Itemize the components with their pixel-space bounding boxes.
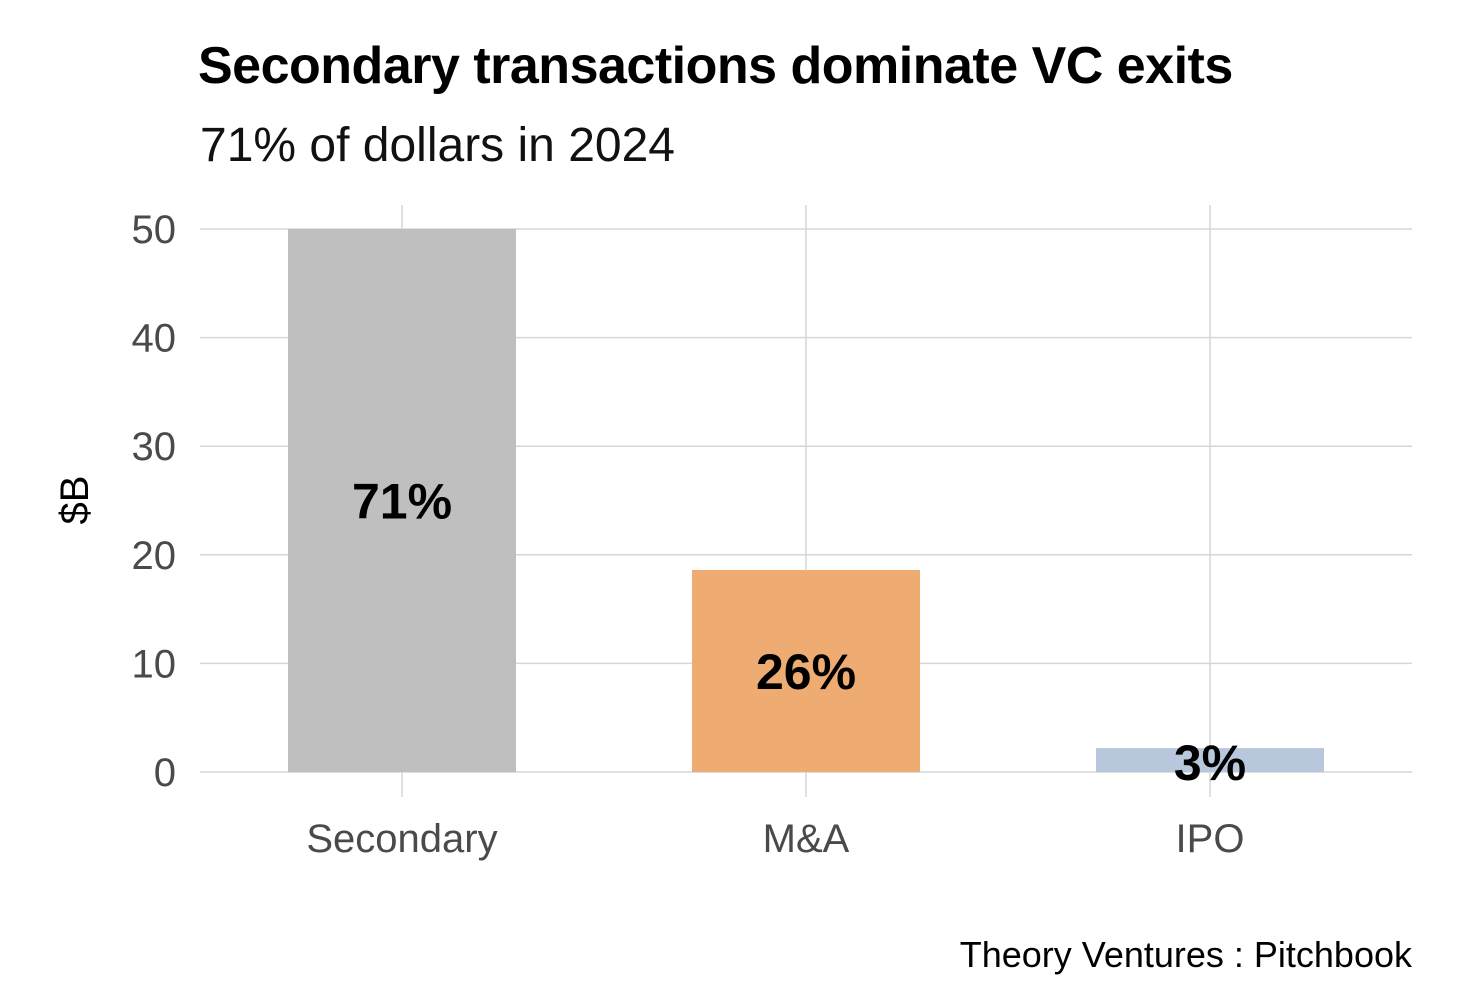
y-axis-label: $B	[53, 476, 97, 525]
y-tick-label: 50	[132, 208, 177, 252]
chart-title: Secondary transactions dominate VC exits	[198, 37, 1233, 95]
bar	[692, 570, 920, 772]
data-label: 3%	[1174, 735, 1246, 791]
data-label: 26%	[756, 644, 856, 700]
bars	[288, 229, 1324, 772]
y-tick-label: 40	[132, 317, 177, 361]
x-tick-label: IPO	[1176, 817, 1245, 861]
source-caption: Theory Ventures : Pitchbook	[959, 934, 1412, 975]
chart-subtitle: 71% of dollars in 2024	[200, 119, 675, 172]
x-tick-label: M&A	[763, 817, 850, 861]
y-tick-label: 10	[132, 642, 177, 686]
bar	[288, 229, 516, 772]
data-labels: 71% 26% 3%	[352, 474, 1246, 792]
y-tick-label: 20	[132, 534, 177, 578]
y-tick-label: 0	[154, 751, 176, 795]
data-label: 71%	[352, 474, 452, 530]
bar	[1096, 748, 1324, 772]
y-tick-label: 30	[132, 425, 177, 469]
x-tick-label: Secondary	[306, 817, 497, 861]
axis-ticks: 0 10 20 30 40 50 Secondary M&A IPO	[132, 208, 1245, 861]
